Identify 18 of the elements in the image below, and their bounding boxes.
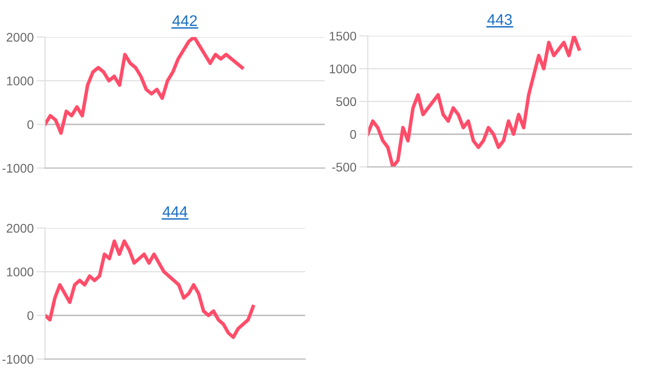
y-tick-label: 1500 bbox=[330, 32, 356, 41]
chart-title: 444 bbox=[162, 206, 188, 217]
y-tick-label: 1000 bbox=[7, 76, 34, 86]
y-tick-label: 0 bbox=[350, 130, 356, 139]
y-tick-label: 0 bbox=[27, 120, 34, 130]
line-series bbox=[44, 239, 255, 339]
y-tick-label: -1000 bbox=[2, 354, 34, 364]
y-tick-label: 2000 bbox=[6, 32, 34, 42]
y-tick-label: 1000 bbox=[330, 64, 356, 74]
y-tick-label: -1000 bbox=[2, 164, 34, 173]
y-tick-label: 1000 bbox=[7, 268, 34, 276]
chart-title: 443 bbox=[487, 14, 512, 25]
y-tick-label: 0 bbox=[27, 311, 34, 320]
y-tick-label: 2000 bbox=[6, 224, 34, 233]
chart-title: 442 bbox=[172, 15, 197, 26]
y-tick-label: -500 bbox=[332, 162, 356, 172]
y-tick-label: 500 bbox=[336, 97, 356, 106]
line-series bbox=[44, 37, 244, 135]
